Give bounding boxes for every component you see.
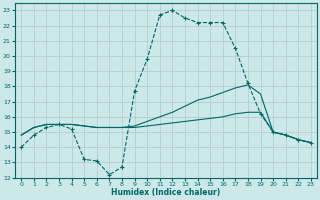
X-axis label: Humidex (Indice chaleur): Humidex (Indice chaleur) [111, 188, 221, 197]
